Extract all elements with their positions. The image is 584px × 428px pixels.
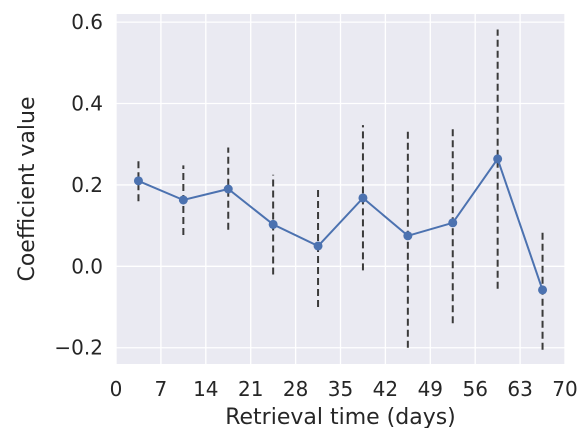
x-tick-label: 21 [238, 377, 263, 401]
x-tick-label: 14 [193, 377, 218, 401]
x-tick-label: 0 [110, 377, 123, 401]
grid [115, 14, 566, 364]
x-tick-label: 49 [418, 377, 443, 401]
y-tick-label: −0.2 [54, 336, 103, 360]
y-tick-label: 0.0 [71, 254, 103, 278]
data-point [178, 195, 188, 205]
x-tick-label: 42 [373, 377, 398, 401]
x-axis-label: Retrieval time (days) [225, 405, 456, 428]
data-point [403, 231, 413, 241]
data-point [268, 219, 278, 229]
data-point [538, 285, 548, 295]
x-tick-labels: 0 7 14 21 28 35 42 49 56 63 70 [110, 377, 578, 401]
x-tick-label: 63 [507, 377, 532, 401]
x-tick-label: 28 [283, 377, 308, 401]
y-tick-label: 0.6 [71, 10, 103, 34]
data-point [133, 176, 143, 186]
x-tick-label: 35 [328, 377, 353, 401]
y-tick-label: 0.4 [71, 92, 103, 116]
x-tick-label: 7 [155, 377, 168, 401]
x-tick-label: 70 [552, 377, 577, 401]
data-point [313, 241, 323, 251]
series-line-layer [138, 156, 544, 291]
x-tick-label: 56 [462, 377, 487, 401]
y-tick-label: 0.2 [71, 173, 103, 197]
y-axis-label: Coefficient value [15, 96, 40, 281]
data-point [493, 154, 503, 164]
series-line [138, 156, 544, 291]
data-point [448, 218, 458, 228]
data-point [223, 184, 233, 194]
data-points [133, 154, 548, 295]
y-tick-labels: −0.2 0.0 0.2 0.4 0.6 [54, 10, 103, 360]
data-point [358, 193, 368, 203]
